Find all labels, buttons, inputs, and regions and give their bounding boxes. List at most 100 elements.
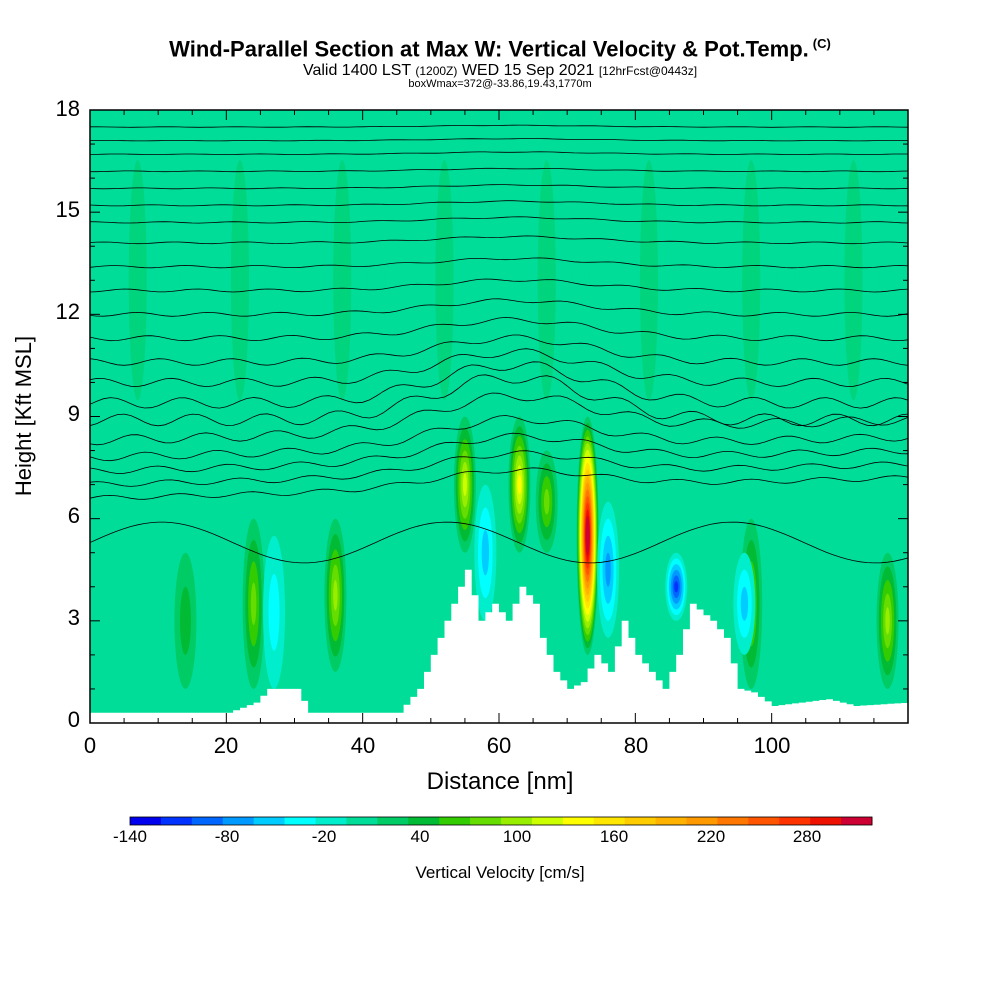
background-streak <box>674 160 693 401</box>
background-streak <box>435 160 454 401</box>
isentrope-line <box>90 216 908 224</box>
y-tick-label: 12 <box>55 299 80 324</box>
utc-time: (1200Z) <box>415 64 458 78</box>
x-tick-label: 20 <box>213 733 239 758</box>
colorbar-tick-label: 160 <box>599 827 629 846</box>
downdraft-cell <box>268 574 280 651</box>
colorbar-swatch <box>470 817 502 825</box>
y-tick-label: 0 <box>67 707 80 732</box>
background-streak <box>162 160 181 401</box>
downdraft-cell <box>605 552 611 587</box>
background-streak <box>878 160 897 401</box>
colorbar-swatch <box>222 817 255 825</box>
isentrope-line <box>90 151 908 156</box>
isentrope-line <box>90 278 908 293</box>
colorbar-swatch <box>531 817 564 825</box>
terrain-mask <box>90 569 908 723</box>
colorbar-swatch <box>346 817 378 825</box>
updraft-cell <box>462 473 467 496</box>
isentrope-line <box>90 257 908 269</box>
colorbar-swatch <box>686 817 718 825</box>
colorbar-swatch <box>130 817 162 825</box>
background-streak <box>333 160 352 401</box>
box-wmax-info: boxWmax=372@-33.86,19.43,1770m <box>408 78 592 90</box>
colorbar-swatch <box>841 817 873 825</box>
colorbar-swatch <box>191 817 224 825</box>
y-tick-label: 6 <box>67 503 80 528</box>
colorbar-tick-label: 100 <box>502 827 532 846</box>
updraft-cell <box>250 582 257 626</box>
x-tick-label: 60 <box>486 733 512 758</box>
y-tick-label: 18 <box>55 96 80 121</box>
y-tick-label: 9 <box>67 401 80 426</box>
background-streak <box>469 160 488 401</box>
isentrope-line <box>90 316 908 342</box>
colorbar-swatch <box>315 817 347 825</box>
colorbar-swatch <box>377 817 409 825</box>
isentrope-line <box>90 415 908 462</box>
isentrope-line <box>90 392 908 446</box>
background-streak <box>94 160 113 401</box>
colorbar-swatch <box>593 817 626 825</box>
colorbar-swatch <box>624 817 657 825</box>
colorbar <box>129 816 873 826</box>
valid-prefix: Valid 1400 LST <box>302 62 411 79</box>
forecast-info: [12hrFcst@0443z] <box>598 64 698 78</box>
updraft-cell <box>885 607 890 635</box>
colorbar-swatch <box>810 817 842 825</box>
colorbar-swatch <box>748 817 780 825</box>
terrain-profile <box>90 569 908 723</box>
updraft-cell <box>333 579 338 611</box>
isentrope-line <box>90 200 908 207</box>
isentrope-line <box>90 184 908 190</box>
isentrope-line <box>90 361 908 409</box>
isentrope-line <box>90 124 908 128</box>
isentrope-line <box>90 298 908 317</box>
x-tick-label: 80 <box>623 733 649 758</box>
x-axis-label: Distance [nm] <box>426 768 574 795</box>
isentrope-line <box>90 374 908 427</box>
isentrope-line <box>90 348 908 388</box>
valid-time-subtitle: Valid 1400 LST (1200Z) WED 15 Sep 2021 [… <box>0 62 1000 80</box>
y-tick-label: 15 <box>55 197 80 222</box>
background-streak <box>367 160 386 401</box>
y-axis-label: Height [Kft MSL] <box>11 335 36 497</box>
colorbar-tick-label: -20 <box>311 827 337 846</box>
colorbar-swatch <box>439 817 471 825</box>
colorbar-swatch <box>501 817 533 825</box>
axis-ticks <box>89 109 909 724</box>
background-streak <box>639 160 658 401</box>
background-streak <box>503 160 522 401</box>
colorbar-frame <box>129 816 873 826</box>
background-streak <box>265 160 284 401</box>
background-streak <box>230 160 249 401</box>
updraft-cell <box>585 529 590 543</box>
updraft-cell <box>517 474 522 495</box>
updraft-cell <box>543 488 550 515</box>
chart-title-text: Wind-Parallel Section at Max W: Vertical… <box>169 36 809 62</box>
background-streak <box>708 160 727 401</box>
colorbar-swatch <box>284 817 316 825</box>
y-tick-label: 3 <box>67 605 80 630</box>
isentrope-line <box>90 235 908 245</box>
colorbar-swatch <box>717 817 749 825</box>
background-streak <box>810 160 829 401</box>
colorbar-swatch <box>408 817 440 825</box>
downdraft-cell <box>674 581 679 593</box>
updraft-cell <box>179 586 191 655</box>
background-streak <box>128 160 147 401</box>
x-tick-label: 40 <box>350 733 376 758</box>
isentrope-line <box>90 432 908 474</box>
boundary-layer-contour <box>90 521 908 564</box>
background-streak <box>571 160 590 401</box>
colorbar-label: Vertical Velocity [cm/s] <box>415 863 585 882</box>
background-streak <box>605 160 624 401</box>
colorbar-tick-label: -80 <box>214 827 240 846</box>
colorbar-tick-label: 280 <box>792 827 822 846</box>
isentrope-line <box>90 334 908 366</box>
background-streak <box>776 160 795 401</box>
potential-temperature-contours <box>90 124 908 564</box>
colorbar-swatch <box>160 817 193 825</box>
isentrope-line <box>90 467 908 500</box>
